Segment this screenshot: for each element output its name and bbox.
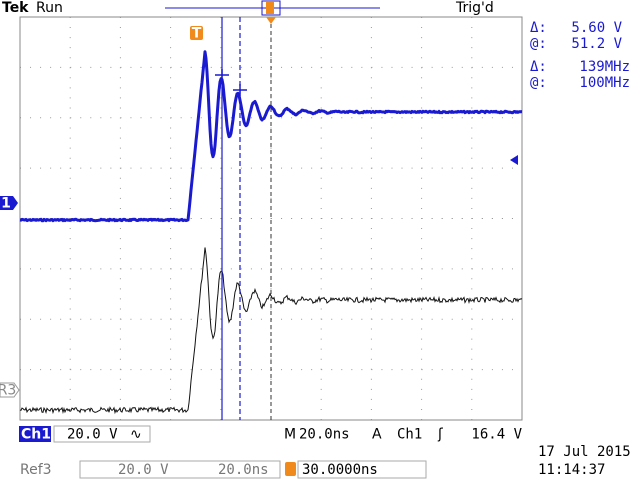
ref3-marker-label: R3 bbox=[0, 383, 16, 399]
coupling: ∿ bbox=[130, 427, 142, 443]
ref-timebase: 20.0ns bbox=[218, 462, 269, 478]
ref-scale: 20.0 V bbox=[118, 462, 169, 478]
cursor-value: 100MHz bbox=[579, 75, 630, 91]
cursor-value: 51.2 V bbox=[571, 36, 622, 52]
cursor-label: Δ: bbox=[530, 20, 547, 36]
ref-position: 30.0000ns bbox=[302, 462, 378, 478]
position-box bbox=[297, 460, 427, 479]
ref-box bbox=[79, 460, 281, 479]
time: 11:14:37 bbox=[538, 462, 605, 478]
trigger-level: 16.4 V bbox=[471, 427, 522, 443]
cursor-label: @: bbox=[530, 75, 547, 91]
trigger-slope: ʃ bbox=[437, 427, 443, 443]
cursor-label: @: bbox=[530, 36, 547, 52]
channel-scale: 20.0 V bbox=[67, 427, 118, 443]
trigger-marker bbox=[190, 26, 203, 40]
cursor-value: 5.60 V bbox=[571, 20, 622, 36]
reference: Ref3 bbox=[20, 462, 52, 478]
scale-box bbox=[53, 425, 151, 443]
timebase: 20.0ns bbox=[299, 427, 350, 443]
ch1-marker bbox=[0, 196, 18, 210]
trigger-icon bbox=[285, 462, 296, 476]
cursor-label: Δ: bbox=[530, 59, 547, 75]
acquisition-state: Run bbox=[36, 0, 63, 16]
ch1-badge bbox=[19, 426, 51, 442]
trigger-status: Trig'd bbox=[455, 0, 494, 16]
ref-level-arrow bbox=[510, 155, 518, 165]
brand: Tek bbox=[2, 0, 29, 16]
record-window bbox=[261, 0, 281, 16]
ref3-waveform bbox=[19, 247, 523, 415]
trigger-position-marker bbox=[266, 2, 274, 14]
trigger-label: A bbox=[372, 427, 382, 443]
trigger-source: Ch1 bbox=[397, 427, 422, 443]
cursor-crosshairs bbox=[215, 69, 247, 96]
ch1-waveform bbox=[19, 50, 523, 223]
ch1-marker-label: 1 bbox=[1, 196, 11, 212]
channel: Ch1 bbox=[21, 427, 51, 443]
cursor-value: 139MHz bbox=[579, 59, 630, 75]
trigger-pointer bbox=[266, 17, 276, 24]
timebase-label: M bbox=[284, 427, 296, 443]
ref3-marker bbox=[0, 382, 20, 398]
date: 17 Jul 2015 bbox=[538, 444, 631, 460]
trigger-marker-label: T bbox=[192, 26, 202, 42]
